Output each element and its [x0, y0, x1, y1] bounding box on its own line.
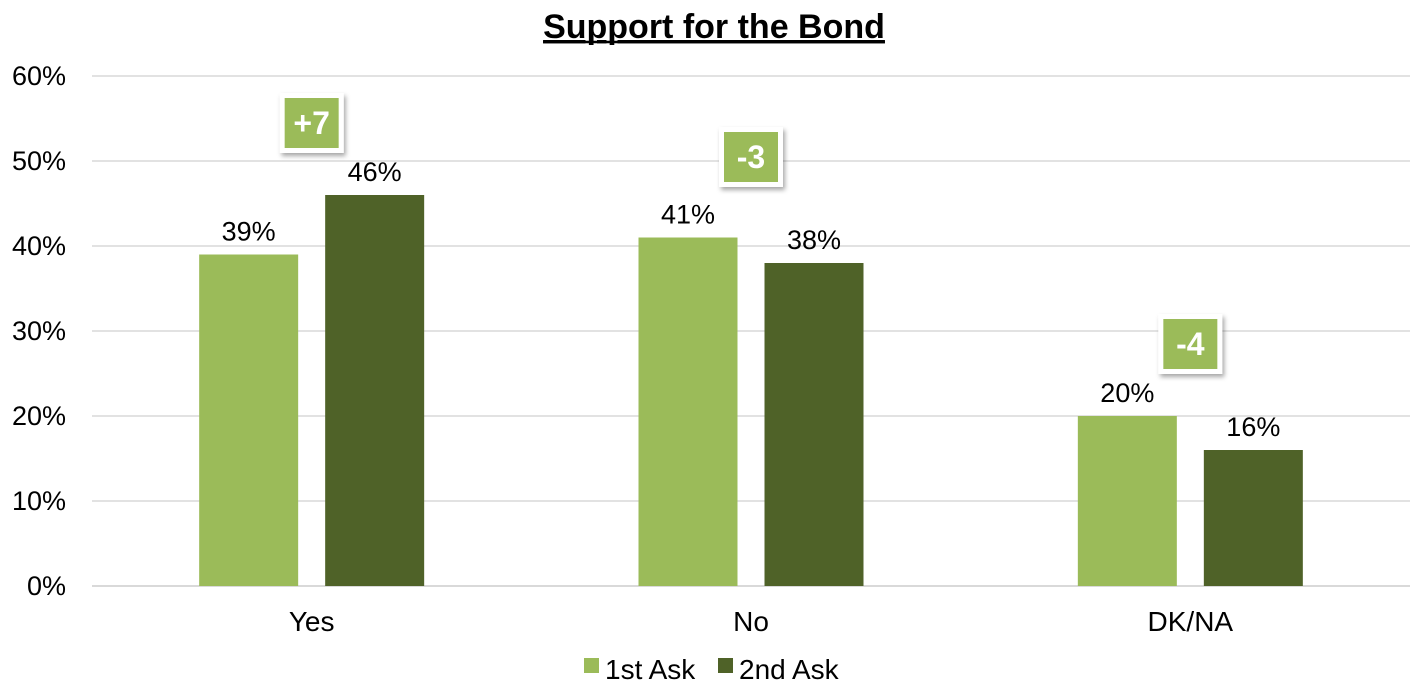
y-tick-label-30: 30%	[12, 316, 66, 346]
bar-no-2nd-ask	[764, 263, 864, 586]
difference-annotations: +7 -3 -4	[279, 93, 1223, 374]
difference-value: +7	[293, 105, 329, 141]
legend: 1st Ask 2nd Ask	[584, 654, 840, 685]
y-tick-label-40: 40%	[12, 231, 66, 261]
difference-value: -4	[1176, 326, 1205, 362]
chart-title: Support for the Bond	[543, 8, 885, 46]
bar-yes-2nd-ask	[325, 195, 425, 586]
y-axis-tick-labels: 0% 10% 20% 30% 40% 50% 60%	[12, 61, 66, 601]
data-label-no-2nd-ask: 38%	[787, 225, 841, 255]
data-label-no-1st-ask: 41%	[661, 200, 715, 230]
difference-box-fill	[1163, 319, 1218, 369]
x-category-label-yes: Yes	[289, 606, 335, 637]
data-label-dk-na-1st-ask: 20%	[1100, 378, 1154, 408]
difference-box-fill	[284, 98, 339, 148]
y-tick-label-10: 10%	[12, 486, 66, 516]
x-category-label-dk-na: DK/NA	[1148, 606, 1234, 637]
legend-swatch-2nd-ask	[718, 658, 733, 673]
difference-box-dk-na: -4	[1158, 314, 1223, 374]
difference-box-yes: +7	[279, 93, 344, 153]
legend-item-2nd-ask: 2nd Ask	[718, 654, 840, 685]
bar-no-1st-ask	[638, 237, 738, 586]
data-label-dk-na-2nd-ask: 16%	[1226, 412, 1280, 442]
difference-box-no: -3	[719, 127, 783, 187]
data-labels: 39% 46% 41% 38% 20% 16%	[222, 157, 1281, 442]
y-tick-label-20: 20%	[12, 401, 66, 431]
bar-dk-na-2nd-ask	[1203, 450, 1303, 586]
legend-label-2nd-ask: 2nd Ask	[739, 654, 840, 685]
y-tick-label-50: 50%	[12, 146, 66, 176]
x-axis-category-labels: Yes No DK/NA	[289, 606, 1234, 637]
legend-label-1st-ask: 1st Ask	[605, 654, 696, 685]
y-tick-label-0: 0%	[27, 571, 66, 601]
bars	[199, 195, 1303, 586]
data-label-yes-1st-ask: 39%	[222, 217, 276, 247]
x-category-label-no: No	[733, 606, 769, 637]
legend-item-1st-ask: 1st Ask	[584, 654, 696, 685]
difference-box-fill	[724, 132, 778, 182]
bar-yes-1st-ask	[199, 254, 299, 586]
bar-dk-na-1st-ask	[1077, 416, 1177, 586]
y-tick-label-60: 60%	[12, 61, 66, 91]
difference-value: -3	[737, 139, 765, 175]
legend-swatch-1st-ask	[584, 658, 599, 673]
data-label-yes-2nd-ask: 46%	[348, 157, 402, 187]
